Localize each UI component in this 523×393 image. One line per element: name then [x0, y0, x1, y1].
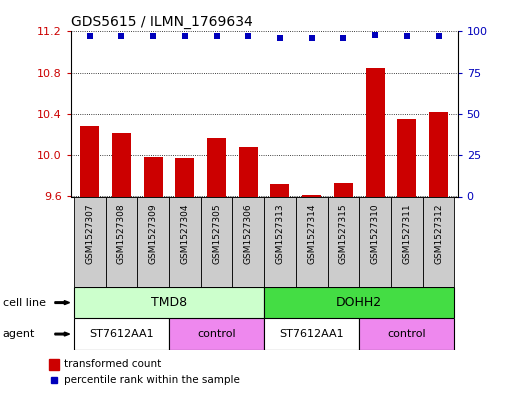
Bar: [49, 359, 59, 369]
Text: percentile rank within the sample: percentile rank within the sample: [64, 375, 240, 385]
Point: [308, 35, 316, 41]
Bar: [366, 68, 384, 196]
Text: GSM1527306: GSM1527306: [244, 204, 253, 264]
FancyBboxPatch shape: [423, 196, 454, 287]
Text: GSM1527310: GSM1527310: [371, 204, 380, 264]
Text: GSM1527313: GSM1527313: [276, 204, 285, 264]
Point: [276, 35, 284, 41]
FancyBboxPatch shape: [327, 196, 359, 287]
Text: control: control: [388, 329, 426, 339]
Text: GSM1527312: GSM1527312: [434, 204, 443, 264]
Bar: [397, 119, 416, 196]
FancyBboxPatch shape: [359, 318, 454, 350]
FancyBboxPatch shape: [74, 287, 264, 318]
Text: cell line: cell line: [3, 298, 46, 308]
FancyBboxPatch shape: [264, 318, 359, 350]
Bar: [270, 184, 290, 196]
Text: TMD8: TMD8: [151, 296, 187, 309]
FancyBboxPatch shape: [296, 196, 327, 287]
FancyBboxPatch shape: [74, 318, 169, 350]
Text: DOHH2: DOHH2: [336, 296, 382, 309]
Bar: [144, 157, 163, 196]
Point: [117, 33, 126, 40]
Point: [339, 35, 348, 41]
FancyBboxPatch shape: [232, 196, 264, 287]
Bar: [238, 147, 258, 196]
Text: GSM1527307: GSM1527307: [85, 204, 94, 264]
FancyBboxPatch shape: [264, 196, 296, 287]
Point: [403, 33, 411, 40]
Point: [85, 33, 94, 40]
Text: GSM1527305: GSM1527305: [212, 204, 221, 264]
FancyBboxPatch shape: [201, 196, 232, 287]
FancyBboxPatch shape: [391, 196, 423, 287]
Point: [371, 31, 379, 38]
Text: ST7612AA1: ST7612AA1: [89, 329, 154, 339]
FancyBboxPatch shape: [169, 196, 201, 287]
Text: GSM1527309: GSM1527309: [149, 204, 157, 264]
Bar: [80, 127, 99, 196]
Text: agent: agent: [3, 329, 35, 339]
Point: [435, 33, 443, 40]
Point: [244, 33, 253, 40]
Bar: [334, 183, 353, 196]
FancyBboxPatch shape: [106, 196, 137, 287]
Text: transformed count: transformed count: [64, 358, 162, 369]
Text: control: control: [197, 329, 236, 339]
Bar: [207, 138, 226, 196]
Text: GDS5615 / ILMN_1769634: GDS5615 / ILMN_1769634: [71, 15, 253, 29]
Text: GSM1527311: GSM1527311: [402, 204, 412, 264]
Text: GSM1527315: GSM1527315: [339, 204, 348, 264]
Text: GSM1527314: GSM1527314: [307, 204, 316, 264]
Point: [212, 33, 221, 40]
FancyBboxPatch shape: [169, 318, 264, 350]
Text: GSM1527304: GSM1527304: [180, 204, 189, 264]
Point: [149, 33, 157, 40]
Text: ST7612AA1: ST7612AA1: [279, 329, 344, 339]
FancyBboxPatch shape: [74, 196, 106, 287]
Point: [180, 33, 189, 40]
Bar: [429, 112, 448, 196]
Text: GSM1527308: GSM1527308: [117, 204, 126, 264]
Bar: [302, 195, 321, 196]
FancyBboxPatch shape: [137, 196, 169, 287]
FancyBboxPatch shape: [264, 287, 454, 318]
Bar: [112, 132, 131, 196]
Bar: [175, 158, 195, 196]
FancyBboxPatch shape: [359, 196, 391, 287]
